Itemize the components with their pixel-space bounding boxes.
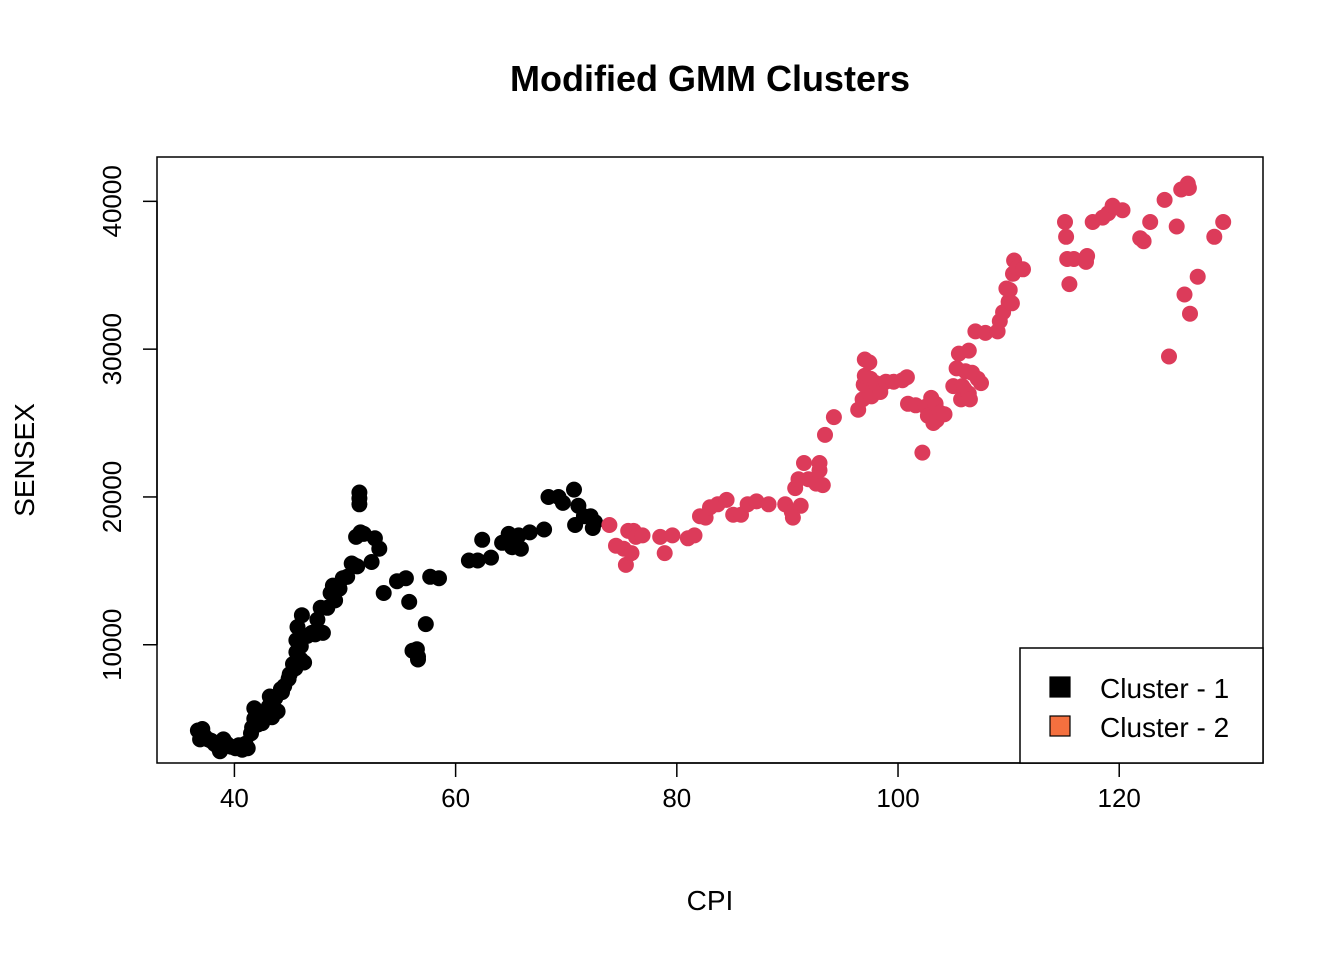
cluster-2-point [1176, 286, 1193, 303]
legend-swatch-cluster-1 [1049, 676, 1071, 698]
cluster-1-point [483, 549, 499, 566]
legend-box [1019, 647, 1264, 764]
x-tick-label: 80 [662, 783, 691, 813]
cluster-2-point [1057, 214, 1073, 230]
cluster-2-point [817, 426, 833, 443]
cluster-2-point [1180, 180, 1197, 196]
cluster-1-point [417, 616, 434, 633]
cluster-1-point [512, 540, 529, 557]
legend-label-cluster-1: Cluster - 1 [1100, 673, 1229, 704]
cluster-2-point [961, 391, 978, 408]
data-points [189, 175, 1232, 760]
cluster-2-point [1206, 228, 1223, 245]
cluster-2-point [1003, 295, 1020, 312]
legend-swatch-cluster-2 [1049, 715, 1071, 737]
cluster-1-point [521, 524, 538, 541]
x-tick-label: 100 [876, 783, 919, 813]
cluster-1-point [397, 570, 414, 587]
cluster-2-point [1001, 282, 1018, 298]
cluster-2-point [861, 354, 878, 371]
x-tick-label: 60 [441, 783, 470, 813]
y-axis-label: SENSEX [9, 403, 40, 517]
cluster-2-point [652, 528, 669, 545]
cluster-1-point [269, 703, 286, 720]
cluster-2-point [1189, 268, 1206, 285]
chart-title: Modified GMM Clusters [510, 58, 910, 99]
cluster-2-point [811, 455, 828, 471]
cluster-1-point [339, 568, 356, 585]
x-tick-label: 120 [1098, 783, 1141, 813]
cluster-1-point [474, 531, 491, 548]
cluster-1-point [363, 554, 380, 570]
cluster-2-point [1065, 251, 1082, 267]
cluster-2-point [1156, 191, 1173, 208]
cluster-2-point [792, 497, 809, 514]
y-tick-label: 40000 [97, 165, 127, 237]
cluster-1-point [296, 654, 313, 671]
y-tick-label: 20000 [97, 461, 127, 533]
cluster-1-point [401, 593, 418, 610]
cluster-2-point [1168, 218, 1185, 235]
cluster-2-point [1114, 202, 1131, 219]
cluster-2-point [825, 409, 842, 426]
cluster-2-point [623, 545, 640, 562]
cluster-2-point [748, 493, 765, 510]
cluster-1-point [375, 585, 392, 601]
cluster-1-point [566, 481, 582, 498]
cluster-2-point [1182, 305, 1198, 322]
x-axis: 40 60 80 100 120 [220, 762, 1141, 813]
cluster-2-point [601, 517, 618, 533]
cluster-2-point [656, 545, 673, 562]
cluster-1-point [410, 651, 426, 668]
x-axis-label: CPI [687, 885, 734, 916]
cluster-2-point [686, 527, 703, 544]
cluster-1-point [314, 624, 331, 641]
cluster-2-point [1161, 348, 1177, 365]
cluster-2-point [898, 369, 915, 386]
cluster-2-point [1079, 248, 1096, 264]
cluster-2-point [1015, 261, 1031, 278]
cluster-2-point [760, 496, 777, 513]
cluster-1-point [239, 740, 256, 757]
cluster-2-point [936, 406, 953, 423]
cluster-2-point [1058, 228, 1075, 245]
cluster-2-point [914, 444, 931, 461]
y-tick-label: 10000 [97, 609, 127, 681]
cluster-2-point [718, 491, 735, 508]
cluster-2-point [960, 342, 977, 359]
cluster-1-point [587, 514, 603, 531]
cluster-2-point [1215, 214, 1232, 230]
legend: Cluster - 1 Cluster - 2 [1019, 647, 1264, 764]
cluster-2-point [814, 477, 831, 494]
cluster-2-point [1142, 214, 1159, 230]
x-tick-label: 40 [220, 783, 249, 813]
cluster-2-point [977, 324, 994, 341]
cluster-2-point [634, 527, 651, 544]
cluster-2-point [1061, 276, 1078, 293]
y-tick-label: 30000 [97, 313, 127, 385]
cluster-2-point [796, 455, 812, 471]
cluster-1-point [536, 521, 553, 538]
y-axis: 10000 20000 30000 40000 [97, 165, 158, 681]
cluster-2-point [664, 527, 681, 544]
cluster-1-point [554, 494, 571, 511]
cluster-2-point [973, 375, 989, 392]
cluster-2-point [784, 509, 801, 526]
cluster-2-point [1135, 233, 1152, 250]
cluster-1-point [293, 607, 310, 624]
cluster-1-point [351, 496, 368, 513]
cluster-1-point [431, 570, 447, 587]
cluster-1-point [371, 540, 388, 557]
cluster-1-point [469, 552, 486, 569]
cluster-1-point [349, 558, 366, 575]
legend-label-cluster-2: Cluster - 2 [1100, 712, 1229, 743]
